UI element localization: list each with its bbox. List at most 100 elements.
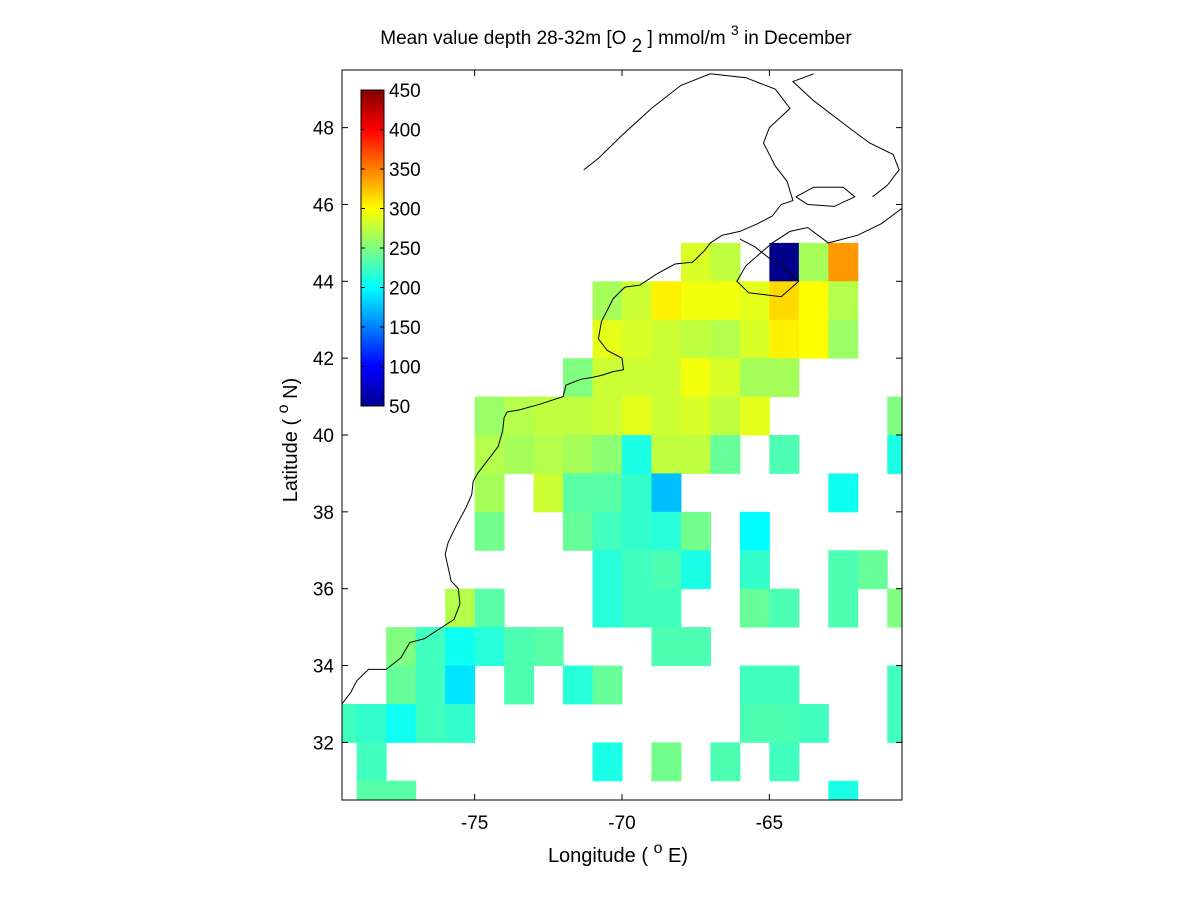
heatmap-cell (563, 435, 594, 474)
heatmap-cell (592, 742, 623, 782)
heatmap-cell (651, 435, 682, 474)
heatmap-cell (680, 281, 711, 321)
heatmap-cell (592, 281, 623, 321)
y-axis-label-superscript: o (275, 404, 292, 413)
chart-title-middle: ] mmol/m (648, 28, 726, 49)
heatmap-cell (592, 319, 623, 359)
heatmap-cell (504, 665, 535, 705)
heatmap-cell (828, 473, 859, 513)
heatmap-cell (622, 550, 652, 590)
heatmap-cells (342, 242, 902, 800)
chart-title-prefix: Mean value depth 28-32m [O (380, 28, 626, 49)
y-tick-label: 32 (313, 733, 334, 754)
heatmap-cell (710, 281, 741, 321)
heatmap-cell (828, 281, 859, 321)
heatmap-cell (386, 703, 417, 743)
heatmap-cell (622, 435, 652, 474)
heatmap-cell (651, 473, 682, 513)
heatmap-cell (739, 703, 770, 743)
heatmap-cell (592, 396, 623, 436)
heatmap-cell (769, 281, 800, 321)
heatmap-cell (504, 627, 535, 667)
heatmap-cell (828, 319, 859, 359)
heatmap-cell (680, 358, 711, 398)
heatmap-cell (798, 319, 829, 359)
heatmap-cell (887, 396, 902, 436)
heatmap-cell (342, 703, 358, 743)
x-axis-label-superscript: o (654, 840, 663, 857)
heatmap-cell (710, 242, 741, 282)
x-tick-label: -65 (756, 813, 783, 834)
y-axis-label-suffix: N) (280, 378, 302, 399)
y-axis-ticks: 32 34 36 38 40 42 44 46 48 (313, 119, 902, 754)
heatmap-cell (386, 665, 417, 705)
heatmap-cell (887, 435, 902, 474)
chart-title-suffix: in December (744, 28, 852, 49)
heatmap-cell (739, 281, 770, 321)
heatmap-cell (739, 588, 770, 628)
heatmap-cell (828, 242, 859, 282)
x-axis-label-prefix: Longitude ( (548, 845, 654, 867)
heatmap-cell (680, 435, 711, 474)
colorbar-tick-label: 250 (389, 239, 421, 260)
heatmap-cell (356, 703, 387, 743)
heatmap-cell (386, 780, 417, 800)
heatmap-cell (445, 703, 476, 743)
colorbar-tick-label: 350 (389, 160, 421, 181)
heatmap-cell (739, 511, 770, 551)
heatmap-cell (592, 550, 623, 590)
heatmap-cell (798, 242, 829, 282)
heatmap-cell (474, 627, 505, 667)
chart-title: Mean value depth 28-32m [O 2 ] mmol/m 3 … (380, 19, 852, 57)
heatmap-cell (622, 588, 652, 628)
x-axis-label: Longitude ( o E) (548, 836, 688, 867)
coastline-line (342, 73, 794, 705)
heatmap-cell (622, 511, 652, 551)
heatmap-cell (415, 703, 446, 743)
chart-title-superscript: 3 (731, 22, 739, 38)
heatmap-cell (533, 435, 564, 474)
x-tick-label: -70 (608, 813, 635, 834)
heatmap-cell (622, 319, 652, 359)
heatmap-cell (651, 358, 682, 398)
heatmap-cell (592, 511, 623, 551)
heatmap-cell (739, 319, 770, 359)
colorbar-tick-label: 100 (389, 358, 421, 379)
heatmap-cell (533, 396, 564, 436)
heatmap-cell (680, 319, 711, 359)
heatmap-cell (356, 742, 387, 782)
y-tick-label: 38 (313, 503, 334, 524)
heatmap-cell (651, 550, 682, 590)
heatmap-cell (710, 396, 741, 436)
heatmap-cell (651, 396, 682, 436)
heatmap-cell (474, 588, 505, 628)
heatmap-cell (680, 627, 711, 667)
y-tick-label: 42 (313, 349, 334, 370)
y-tick-label: 34 (313, 657, 335, 678)
heatmap-cell (710, 358, 741, 398)
heatmap-cell (651, 511, 682, 551)
heatmap-cell (887, 588, 902, 628)
heatmap-cell (563, 396, 594, 436)
heatmap-cell (798, 281, 829, 321)
heatmap-cell (474, 396, 505, 436)
heatmap-cell (828, 550, 859, 590)
heatmap-cell (592, 435, 623, 474)
heatmap-cell (710, 435, 741, 474)
x-axis-ticks: -75 -70 -65 (461, 70, 783, 834)
coastline (342, 73, 902, 705)
y-tick-label: 44 (313, 272, 335, 293)
heatmap-cell (415, 627, 446, 667)
heatmap-cell (739, 358, 770, 398)
heatmap-cell (563, 473, 594, 513)
y-tick-label: 40 (313, 426, 334, 447)
heatmap-cell (622, 358, 652, 398)
heatmap-cell (769, 358, 800, 398)
heatmap-cell (563, 511, 594, 551)
heatmap-cell (504, 396, 535, 436)
heatmap-cell (592, 473, 623, 513)
heatmap-cell (887, 703, 902, 743)
heatmap-cell (710, 742, 741, 782)
heatmap-cell (828, 780, 859, 800)
